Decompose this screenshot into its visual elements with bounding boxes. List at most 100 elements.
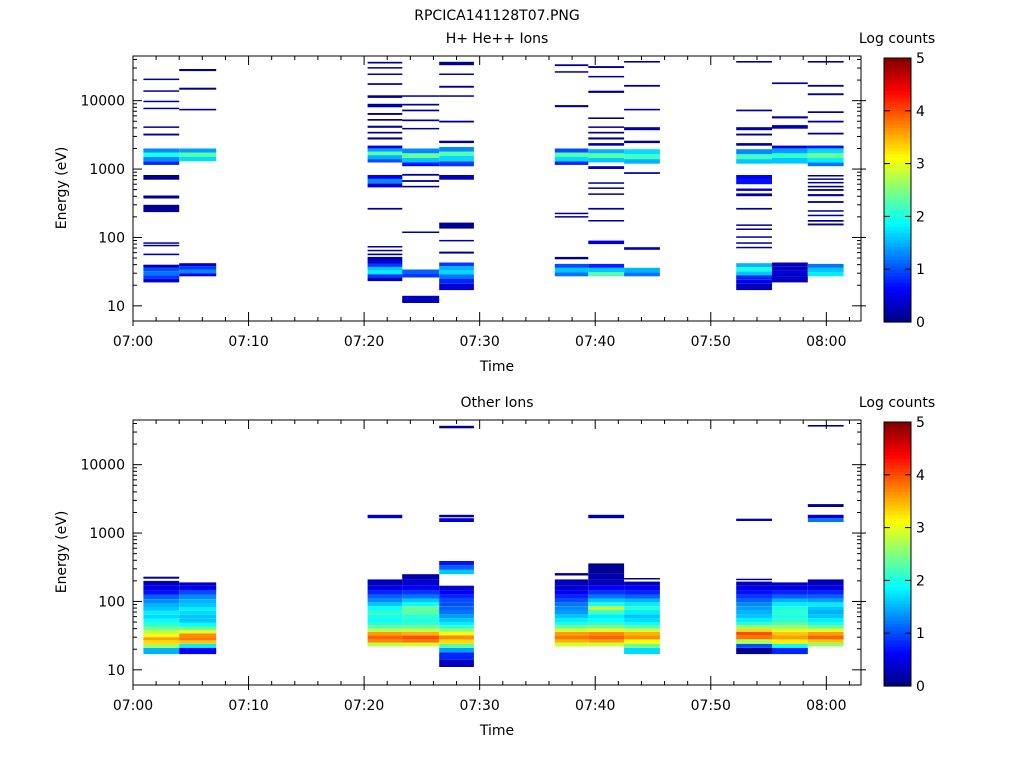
axes: 07:00 07:10 07:20 07:30 07:40 07:50 08:00 10 100… [80, 420, 866, 714]
heatmap-cell [736, 246, 772, 249]
heatmap-cell [588, 267, 625, 273]
colorbar-swatch [884, 203, 911, 208]
colorbar-swatch [884, 504, 911, 509]
heatmap-cell [367, 270, 403, 275]
heatmap-cell [736, 618, 772, 622]
heatmap-cell [624, 581, 660, 586]
colorbar-swatch [884, 315, 911, 320]
heatmap-cell [736, 606, 772, 610]
colorbar-swatch [884, 239, 911, 244]
heatmap-cell [624, 628, 660, 632]
heatmap-cell [402, 614, 440, 619]
colorbar-swatch [884, 633, 911, 638]
heatmap-cell [367, 95, 403, 98]
colorbar-swatch [884, 464, 911, 469]
heatmap-cell [588, 622, 625, 626]
heatmap-cell [554, 618, 589, 622]
heatmap-cell [402, 173, 440, 176]
heatmap-cell [736, 242, 772, 244]
heatmap-cell [807, 181, 844, 184]
colorbar-swatch [884, 514, 911, 519]
colorbar-tick-label: 5 [916, 51, 925, 67]
colorbar-swatch [884, 455, 911, 459]
colorbar-swatch [884, 219, 911, 224]
heatmap-cell [554, 148, 589, 153]
heatmap-cell [402, 628, 440, 632]
heatmap-cell [367, 260, 403, 264]
heatmap-cell [367, 618, 403, 622]
heatmap-cell [143, 78, 180, 81]
heatmap-cell [624, 127, 660, 131]
heatmap-cell [807, 272, 844, 277]
heatmap-cell [736, 263, 772, 267]
colorbar-swatch [884, 620, 911, 624]
heatmap-cell [439, 610, 474, 615]
colorbar-swatch [884, 448, 911, 453]
heatmap-cell [588, 187, 625, 189]
heatmap-cell [588, 598, 625, 603]
colorbar-swatch [884, 517, 911, 522]
heatmap-cell [179, 610, 217, 615]
x-tick-label: 07:10 [228, 698, 268, 714]
heatmap-cell [624, 247, 660, 250]
heatmap-cell [402, 127, 440, 130]
heatmap-cell [439, 61, 474, 66]
colorbar-swatch [884, 530, 911, 535]
heatmap-cell [554, 64, 589, 67]
colorbar-swatch [884, 643, 911, 647]
heatmap-cell [179, 266, 217, 270]
colorbar-swatch [884, 140, 911, 145]
heatmap-cell [736, 622, 772, 626]
colorbar-swatch [884, 282, 911, 287]
heatmap-cell [402, 598, 440, 603]
heatmap-cell [736, 188, 772, 191]
colorbar-swatch [884, 196, 911, 201]
heatmap-cell [624, 631, 660, 636]
heatmap-cell [772, 262, 808, 267]
colorbar-swatch [884, 606, 911, 611]
heatmap-cell [402, 585, 440, 591]
colorbar-swatch [884, 143, 911, 148]
heatmap-cell [367, 277, 403, 282]
colorbar-swatch [884, 662, 911, 667]
heatmap-cell [554, 602, 589, 607]
heatmap-cell [402, 231, 440, 233]
colorbar-tick-label: 4 [916, 468, 925, 484]
heatmap-cell [624, 647, 660, 655]
colorbar-swatch [884, 67, 911, 72]
heatmap-cell [439, 647, 474, 653]
colorbar-swatch [884, 312, 911, 316]
colorbar-swatch [884, 249, 911, 254]
heatmap-cell [367, 606, 403, 610]
x-tick-label: 07:10 [228, 334, 268, 350]
heatmap-cell [588, 153, 625, 158]
colorbar-swatch [884, 124, 911, 128]
colorbar-label: Log counts [859, 395, 935, 411]
colorbar-swatch [884, 557, 911, 562]
heatmap-cell [807, 162, 844, 167]
heatmap-cell [439, 270, 474, 275]
colorbar-swatch [884, 147, 911, 151]
heatmap-cell [588, 631, 625, 636]
heatmap-cell [367, 137, 403, 140]
heatmap-cell [143, 204, 180, 213]
heatmap-cell [554, 598, 589, 603]
heatmap-cell [554, 606, 589, 610]
heatmap-cell [439, 628, 474, 632]
heatmap-cell [588, 143, 625, 146]
heatmap-cell [736, 283, 772, 291]
heatmap-cell [439, 625, 474, 629]
heatmap-cell [736, 635, 772, 640]
heatmap-cell [367, 253, 403, 256]
colorbar-swatch [884, 511, 911, 515]
colorbar-swatch [884, 590, 911, 595]
heatmap-cell [807, 267, 844, 273]
heatmap-cell [402, 610, 440, 615]
heatmap-cell [143, 622, 180, 627]
x-tick-label: 07:50 [691, 334, 731, 350]
heatmap-cell [807, 185, 844, 188]
colorbar-frame [883, 421, 912, 687]
heatmap-cell [367, 267, 403, 271]
heatmap-cell [624, 606, 660, 610]
colorbar-swatch [884, 87, 911, 92]
